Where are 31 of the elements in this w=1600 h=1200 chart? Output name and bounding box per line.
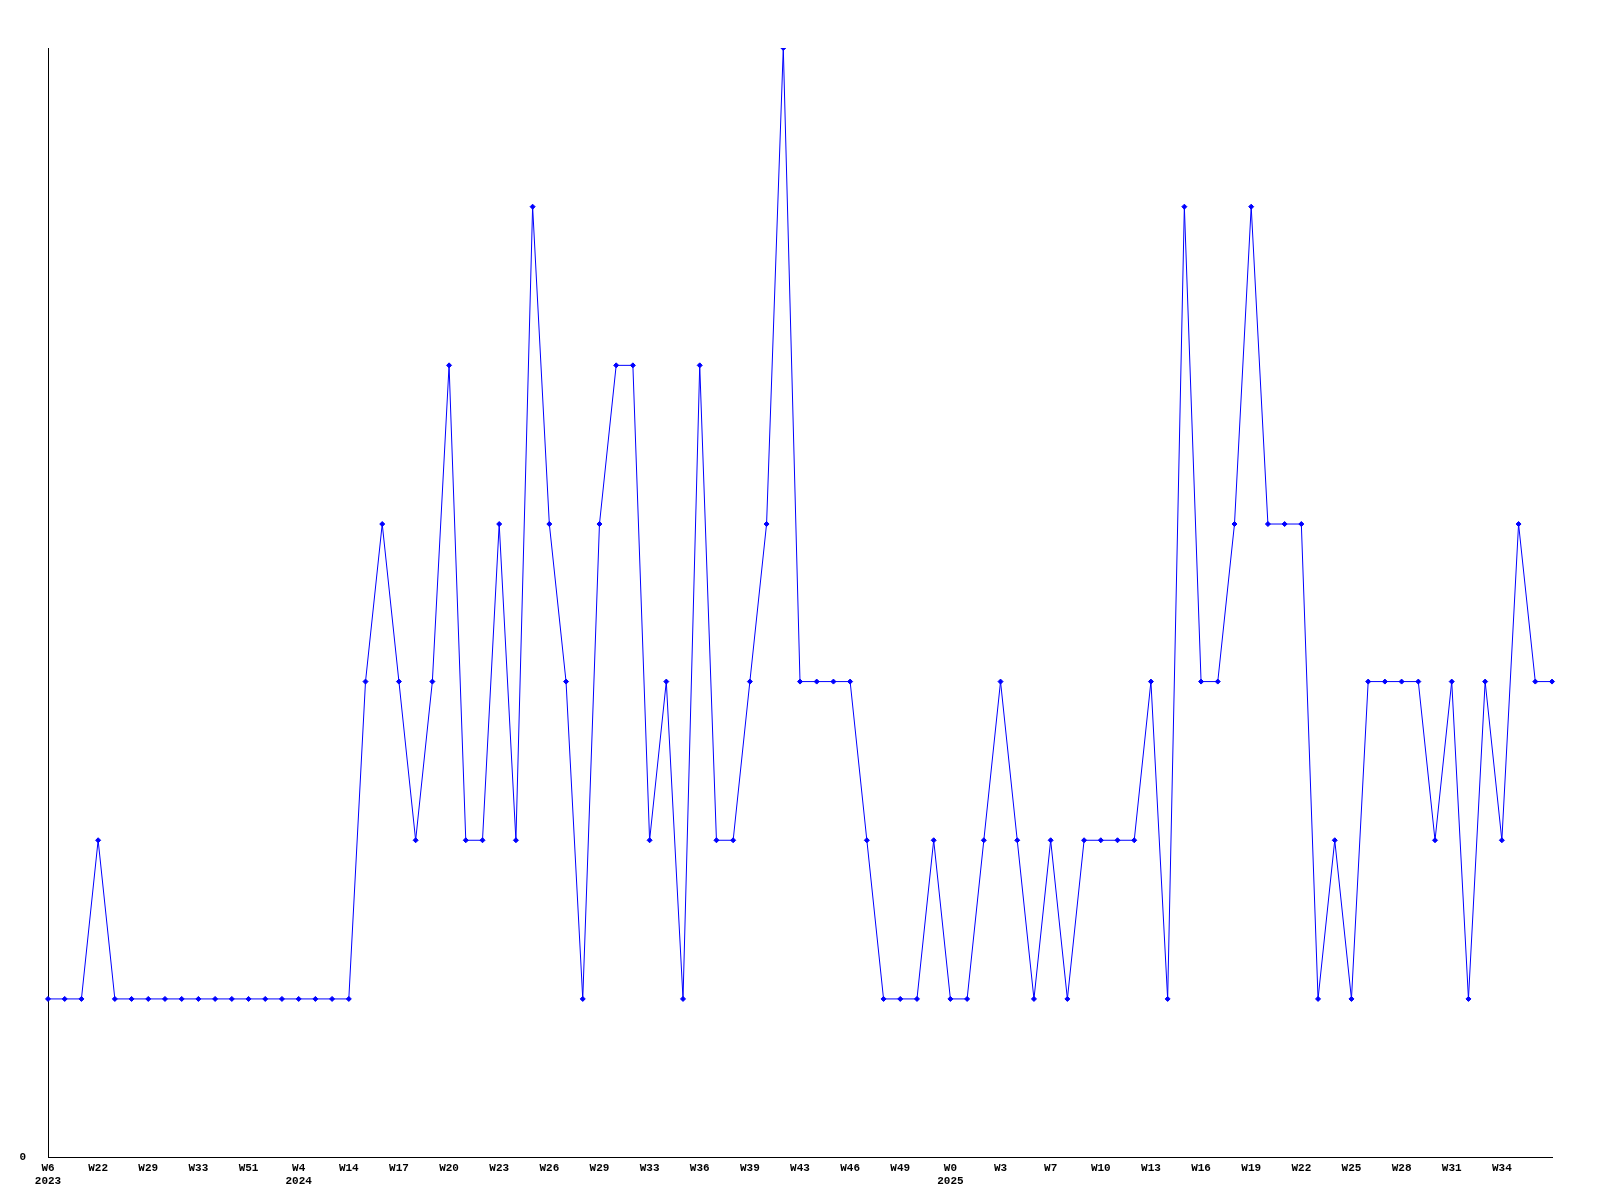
x-tick-label: W17 bbox=[389, 1161, 409, 1174]
x-tick-label: W31 bbox=[1441, 1161, 1463, 1174]
x-tick-label: W46 bbox=[840, 1161, 861, 1174]
x-tick-label: W22 bbox=[1291, 1161, 1312, 1174]
x-tick-label: W25 bbox=[1341, 1161, 1362, 1174]
x-tick-label: W14 bbox=[338, 1161, 360, 1174]
text: 0 bbox=[19, 1151, 26, 1164]
x-tick-label: W23 bbox=[489, 1161, 510, 1174]
x-tick-label: W7 bbox=[1044, 1161, 1058, 1174]
x-tick-label: W28 bbox=[1391, 1161, 1412, 1174]
x-tick-label: W33 bbox=[188, 1161, 209, 1174]
x-tick-label: W33 bbox=[639, 1161, 660, 1174]
x-tick-label: W0 2025 bbox=[937, 1161, 964, 1188]
x-tick-label: W3 bbox=[993, 1161, 1008, 1174]
x-tick-label: W39 bbox=[739, 1161, 760, 1174]
x-tick-label: W19 bbox=[1241, 1161, 1262, 1174]
x-tick-label: W34 bbox=[1491, 1161, 1513, 1174]
x-tick-label: W4 2024 bbox=[285, 1161, 313, 1188]
x-tick-label: W22 bbox=[88, 1161, 109, 1174]
x-tick-label: W13 bbox=[1141, 1161, 1162, 1174]
x-tick-label: W29 bbox=[138, 1161, 159, 1174]
x-tick-label: W43 bbox=[790, 1161, 811, 1174]
x-tick-label: W36 bbox=[689, 1161, 710, 1174]
x-tick-label: W51 bbox=[238, 1161, 259, 1174]
x-tick-label: W16 bbox=[1191, 1161, 1211, 1174]
x-tick-label: W20 bbox=[439, 1161, 459, 1174]
x-tick-label: W29 bbox=[589, 1161, 610, 1174]
x-tick-label: W49 bbox=[890, 1161, 911, 1174]
x-tick-label: W6 2023 bbox=[34, 1161, 62, 1188]
x-tick-label: W10 bbox=[1090, 1161, 1111, 1174]
x-tick-label: W26 bbox=[539, 1161, 560, 1174]
